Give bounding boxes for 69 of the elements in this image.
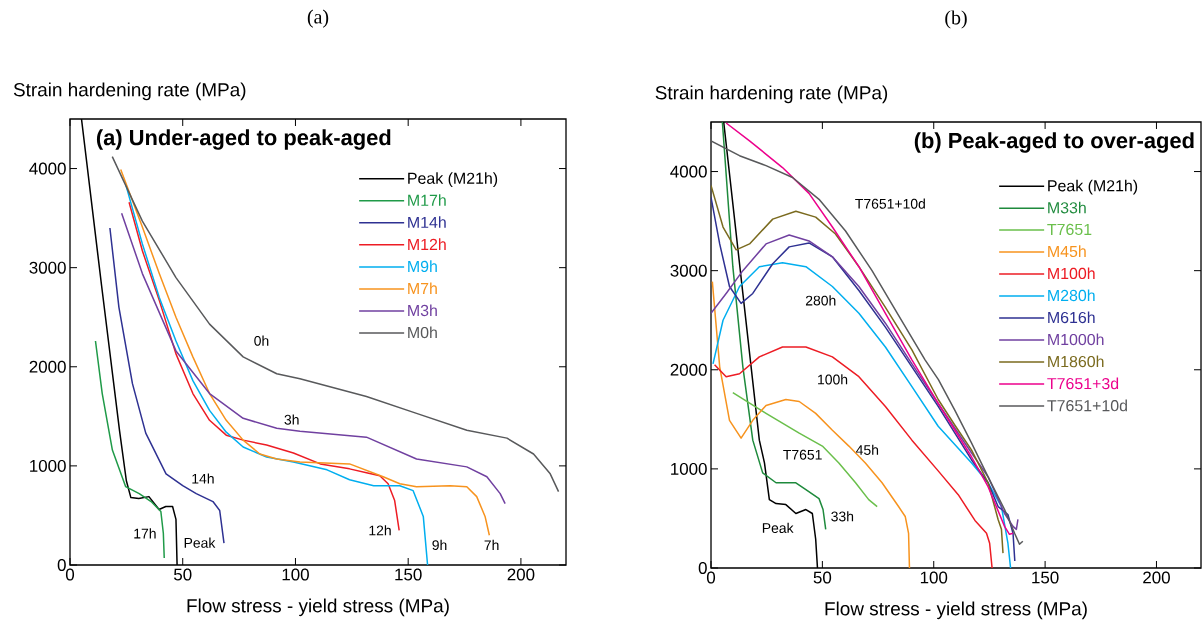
annotation: Peak xyxy=(762,522,794,533)
annotation: 100h xyxy=(818,374,848,385)
chart-title: (b) Peak-aged to over-aged xyxy=(914,132,1194,153)
legend-label: M1860h xyxy=(1048,355,1104,368)
annotation: Peak xyxy=(184,537,216,548)
annotation: 14h xyxy=(192,473,214,484)
line-series xyxy=(711,234,1019,531)
y-tick-label: 1000 xyxy=(671,462,707,475)
legend-label: M12h xyxy=(408,238,446,250)
legend-label: M45h xyxy=(1048,245,1086,258)
x-tick-label: 200 xyxy=(507,568,535,581)
legend-label: T7651+3d xyxy=(1047,377,1119,390)
x-tick-label: 0 xyxy=(706,571,716,584)
text: (a) xyxy=(307,9,329,28)
line-series xyxy=(713,346,993,568)
legend-label: M280h xyxy=(1048,289,1095,302)
legend-label: M1000h xyxy=(1048,333,1104,346)
legend-label: T7651 xyxy=(1047,223,1092,236)
line-series xyxy=(712,261,1012,568)
annotation: 45h xyxy=(856,444,879,455)
annotation: 9h xyxy=(432,539,447,551)
x-tick-label: 100 xyxy=(282,568,309,581)
legend-label: M9h xyxy=(408,260,437,273)
annotation: 33h xyxy=(831,511,854,522)
line-series xyxy=(111,155,560,493)
legend-label: Peak (M21h) xyxy=(1048,179,1138,195)
chart-title: (a) Under-aged to peak-aged xyxy=(96,129,391,150)
legend-label: M17h xyxy=(408,194,446,206)
y-tick-label: 4000 xyxy=(29,162,66,175)
y-axis-title: Strain hardening rate (MPa) xyxy=(655,85,888,104)
annotation: 280h xyxy=(805,295,836,306)
y-tick-label: 1000 xyxy=(30,459,66,472)
x-tick-label: 150 xyxy=(1032,571,1059,584)
legend-label: M7h xyxy=(408,282,437,294)
y-tick-label: 2000 xyxy=(670,363,707,376)
text: (b) xyxy=(945,10,967,29)
x-tick-label: 100 xyxy=(920,571,948,584)
legend-label: Peak (M21h) xyxy=(408,172,498,188)
annotation: 7h xyxy=(484,539,499,550)
x-tick-label: 50 xyxy=(813,571,832,584)
y-tick-label: 2000 xyxy=(29,360,66,373)
y-tick-label: 0 xyxy=(57,559,66,571)
legend-label: M616h xyxy=(1048,311,1095,324)
legend-label: M3h xyxy=(408,304,437,317)
annotation: 0h xyxy=(254,335,269,346)
annotation: T7651 xyxy=(783,449,822,460)
y-tick-label: 3000 xyxy=(670,264,707,277)
line-series xyxy=(711,280,911,568)
y-axis-title: Strain hardening rate (MPa) xyxy=(13,82,246,101)
x-tick-label: 150 xyxy=(395,568,422,581)
legend-label: M0h xyxy=(408,326,437,339)
annotation: 17h xyxy=(134,528,156,539)
x-tick-label: 0 xyxy=(65,568,75,581)
annotation: 3h xyxy=(284,414,299,425)
annotation: 12h xyxy=(369,525,391,536)
x-axis-title: Flow stress - yield stress (MPa) xyxy=(825,601,1087,620)
annotation: T7651+10d xyxy=(855,198,925,209)
x-axis-title: Flow stress - yield stress (MPa) xyxy=(187,598,449,617)
legend-label: M33h xyxy=(1048,201,1086,214)
line-series xyxy=(120,212,506,505)
line-series xyxy=(732,391,878,508)
x-tick-label: 200 xyxy=(1143,571,1170,584)
y-tick-label: 3000 xyxy=(29,261,66,274)
y-tick-label: 4000 xyxy=(670,165,707,178)
x-tick-label: 50 xyxy=(173,568,192,581)
legend-label: M100h xyxy=(1048,267,1095,280)
line-series xyxy=(94,340,165,559)
legend-label: M14h xyxy=(408,216,446,228)
legend-label: T7651+10d xyxy=(1047,399,1127,412)
